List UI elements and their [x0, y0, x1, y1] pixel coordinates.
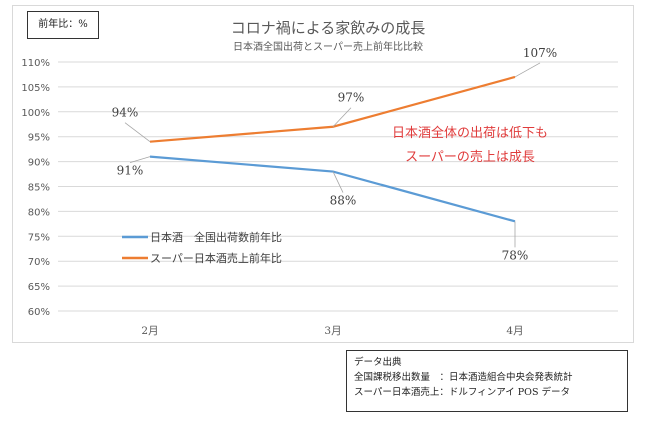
source-heading: データ出典 — [354, 357, 402, 368]
leader-line — [332, 171, 344, 193]
x-tick-label: 2月 — [141, 325, 158, 337]
y-tick-label: 105% — [21, 83, 50, 94]
data-label: 94% — [112, 106, 139, 120]
y-tick-label: 95% — [28, 133, 50, 144]
data-label: 91% — [117, 164, 144, 178]
chart-title: コロナ禍による家飲みの成長 — [231, 19, 426, 37]
leader-line — [514, 62, 541, 78]
source-line: 全国課税移出数量 ：日本酒造組合中央会発表統計 — [354, 372, 573, 383]
y-tick-label: 70% — [28, 257, 50, 268]
leader-line — [129, 156, 151, 164]
data-label: 97% — [338, 91, 365, 105]
x-tick-label: 4月 — [506, 325, 523, 337]
y-tick-label: 65% — [28, 282, 50, 293]
data-labels: 91% 88% 78% 94% 97% 107% — [112, 46, 557, 262]
source-box: データ出典 全国課税移出数量 ：日本酒造組合中央会発表統計 スーパー日本酒売上：… — [346, 350, 628, 412]
gridlines — [58, 61, 618, 312]
data-label: 88% — [330, 194, 357, 208]
legend-label: スーパー日本酒売上前年比 — [150, 251, 282, 265]
annotation-line: スーパーの売上は成長 — [405, 149, 535, 165]
y-axis-ticks: 60% 65% 70% 75% 80% 85% 90% 95% 100% 105% 110% — [21, 58, 50, 318]
x-tick-label: 3月 — [324, 325, 341, 337]
unit-label: 前年比：% — [27, 11, 99, 39]
data-label: 78% — [502, 248, 529, 262]
chart-frame — [12, 5, 634, 343]
y-tick-label: 80% — [28, 207, 50, 218]
chart-subtitle: 日本酒全国出荷とスーパー売上前年比比較 — [233, 40, 423, 53]
source-line: スーパー日本酒売上：ドルフィンアイ POS データ — [354, 387, 570, 398]
x-axis-ticks: 2月 3月 4月 — [141, 325, 523, 337]
legend-label: 日本酒 全国出荷数前年比 — [150, 230, 282, 244]
annotation-line: 日本酒全体の出荷は低下も — [392, 125, 548, 141]
leader-line — [332, 107, 352, 128]
y-tick-label: 75% — [28, 232, 50, 243]
y-tick-label: 100% — [21, 108, 50, 119]
y-tick-label: 60% — [28, 307, 50, 318]
leader-line — [124, 122, 151, 142]
data-label: 107% — [523, 46, 557, 60]
y-tick-label: 85% — [28, 183, 50, 194]
y-tick-label: 90% — [28, 158, 50, 169]
y-tick-label: 110% — [21, 58, 50, 69]
